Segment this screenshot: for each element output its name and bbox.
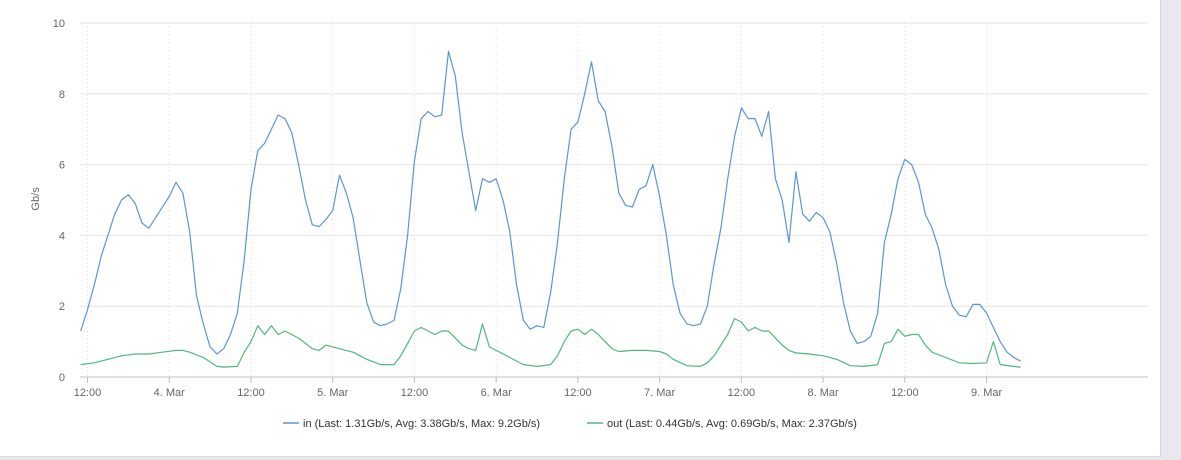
x-tick-label: 12:00 (564, 387, 592, 399)
legend-label-in[interactable]: in (Last: 1.31Gb/s, Avg: 3.38Gb/s, Max: … (303, 418, 540, 430)
x-tick-label: 12:00 (891, 387, 919, 399)
series (80, 50, 1021, 368)
y-tick-label: 4 (59, 230, 65, 242)
y-tick-label: 2 (59, 301, 65, 313)
legend-label-out[interactable]: out (Last: 0.44Gb/s, Avg: 0.69Gb/s, Max:… (607, 418, 857, 430)
y-tick-label: 6 (59, 160, 65, 172)
x-tick-label: 12:00 (74, 387, 102, 399)
y-axis-title: Gb/s (30, 187, 42, 211)
grid (80, 22, 1148, 378)
series-line-in[interactable] (80, 50, 1021, 362)
x-tick-label: 9. Mar (971, 387, 1003, 399)
y-tick-label: 0 (59, 372, 65, 384)
legend-item-in[interactable]: in (Last: 1.31Gb/s, Avg: 3.38Gb/s, Max: … (283, 418, 540, 430)
legend[interactable]: in (Last: 1.31Gb/s, Avg: 3.38Gb/s, Max: … (283, 418, 857, 430)
legend-item-out[interactable]: out (Last: 0.44Gb/s, Avg: 0.69Gb/s, Max:… (587, 418, 857, 430)
x-tick-label: 12:00 (237, 387, 265, 399)
x-tick-label: 8. Mar (808, 387, 840, 399)
y-tick-label: 10 (53, 18, 65, 30)
x-tick-label: 12:00 (401, 387, 429, 399)
axes: Gb/s 0 2 4 6 8 10 12:00 4. Mar 12:00 5. Mar 12:00 6… (30, 18, 1002, 399)
chart-panel: Gb/s 0 2 4 6 8 10 12:00 4. Mar 12:00 5. Mar 12:00 6… (0, 0, 1161, 457)
line-chart: Gb/s 0 2 4 6 8 10 12:00 4. Mar 12:00 5. Mar 12:00 6… (30, 18, 1148, 430)
x-tick-label: 6. Mar (481, 387, 513, 399)
series-line-out[interactable] (80, 318, 1021, 368)
x-tick-label: 12:00 (728, 387, 756, 399)
y-tick-label: 8 (59, 89, 65, 101)
x-tick-label: 5. Mar (317, 387, 349, 399)
x-tick-label: 4. Mar (154, 387, 186, 399)
x-tick-label: 7. Mar (644, 387, 676, 399)
